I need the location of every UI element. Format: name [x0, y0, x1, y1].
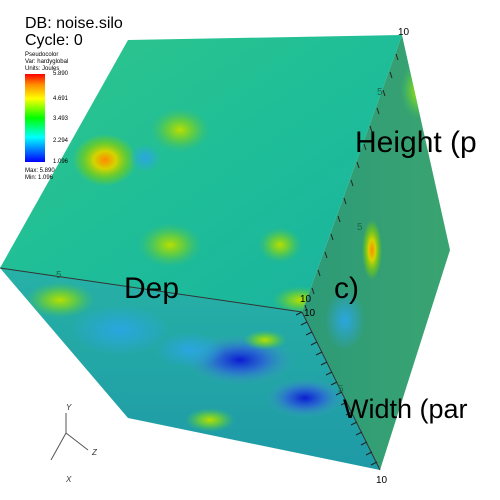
- axis-tick-labels: 10 10 10 10 5 5 5 5: [56, 27, 410, 486]
- legend-tick-max: 5.890: [53, 71, 69, 77]
- axis-ticks: [0, 53, 399, 471]
- cube-face-front: [0, 268, 380, 470]
- legend-tick-4: 2.294: [53, 138, 69, 144]
- legend-colorbar: [25, 74, 45, 162]
- tick-bottom-right: 10: [376, 475, 388, 486]
- tick-edge-mid-b: 10: [304, 308, 316, 319]
- legend-min: Min: 1.096: [25, 175, 54, 181]
- axis-triad: [50, 413, 89, 461]
- legend-units: Units: Joules: [25, 66, 60, 72]
- cube-face-top: [0, 35, 402, 312]
- legend-tick-2: 4.691: [53, 96, 69, 102]
- database-label: DB: noise.silo: [25, 15, 123, 32]
- tick-right-five: 5: [357, 222, 363, 233]
- tick-top-right: 10: [398, 27, 410, 38]
- axis-title-depth-right: c): [334, 272, 359, 305]
- axis-title-depth-left: Dep: [124, 272, 179, 305]
- triad-label-y: Y: [66, 403, 72, 412]
- axis-title-width: Width (par: [343, 394, 468, 424]
- tick-front-five: 5: [56, 270, 62, 281]
- legend-tick-min: 1.096: [53, 159, 69, 165]
- axis-titles: Height (p Width (par Dep c): [124, 126, 477, 424]
- axis-title-height: Height (p: [355, 126, 477, 159]
- tick-top-five: 5: [377, 87, 383, 98]
- legend-tick-3: 3.493: [53, 116, 69, 122]
- cycle-label: Cycle: 0: [25, 32, 83, 49]
- legend-variable: Var: hardyglobal: [25, 59, 69, 65]
- triad-label-z: Z: [91, 448, 98, 457]
- triad-label-x: X: [65, 475, 72, 484]
- tick-lower-five: 5: [338, 384, 344, 395]
- legend-max: Max: 5.890: [25, 168, 55, 174]
- tick-edge-mid-a: 10: [300, 294, 312, 305]
- legend-plot-type: Pseudocolor: [25, 52, 59, 58]
